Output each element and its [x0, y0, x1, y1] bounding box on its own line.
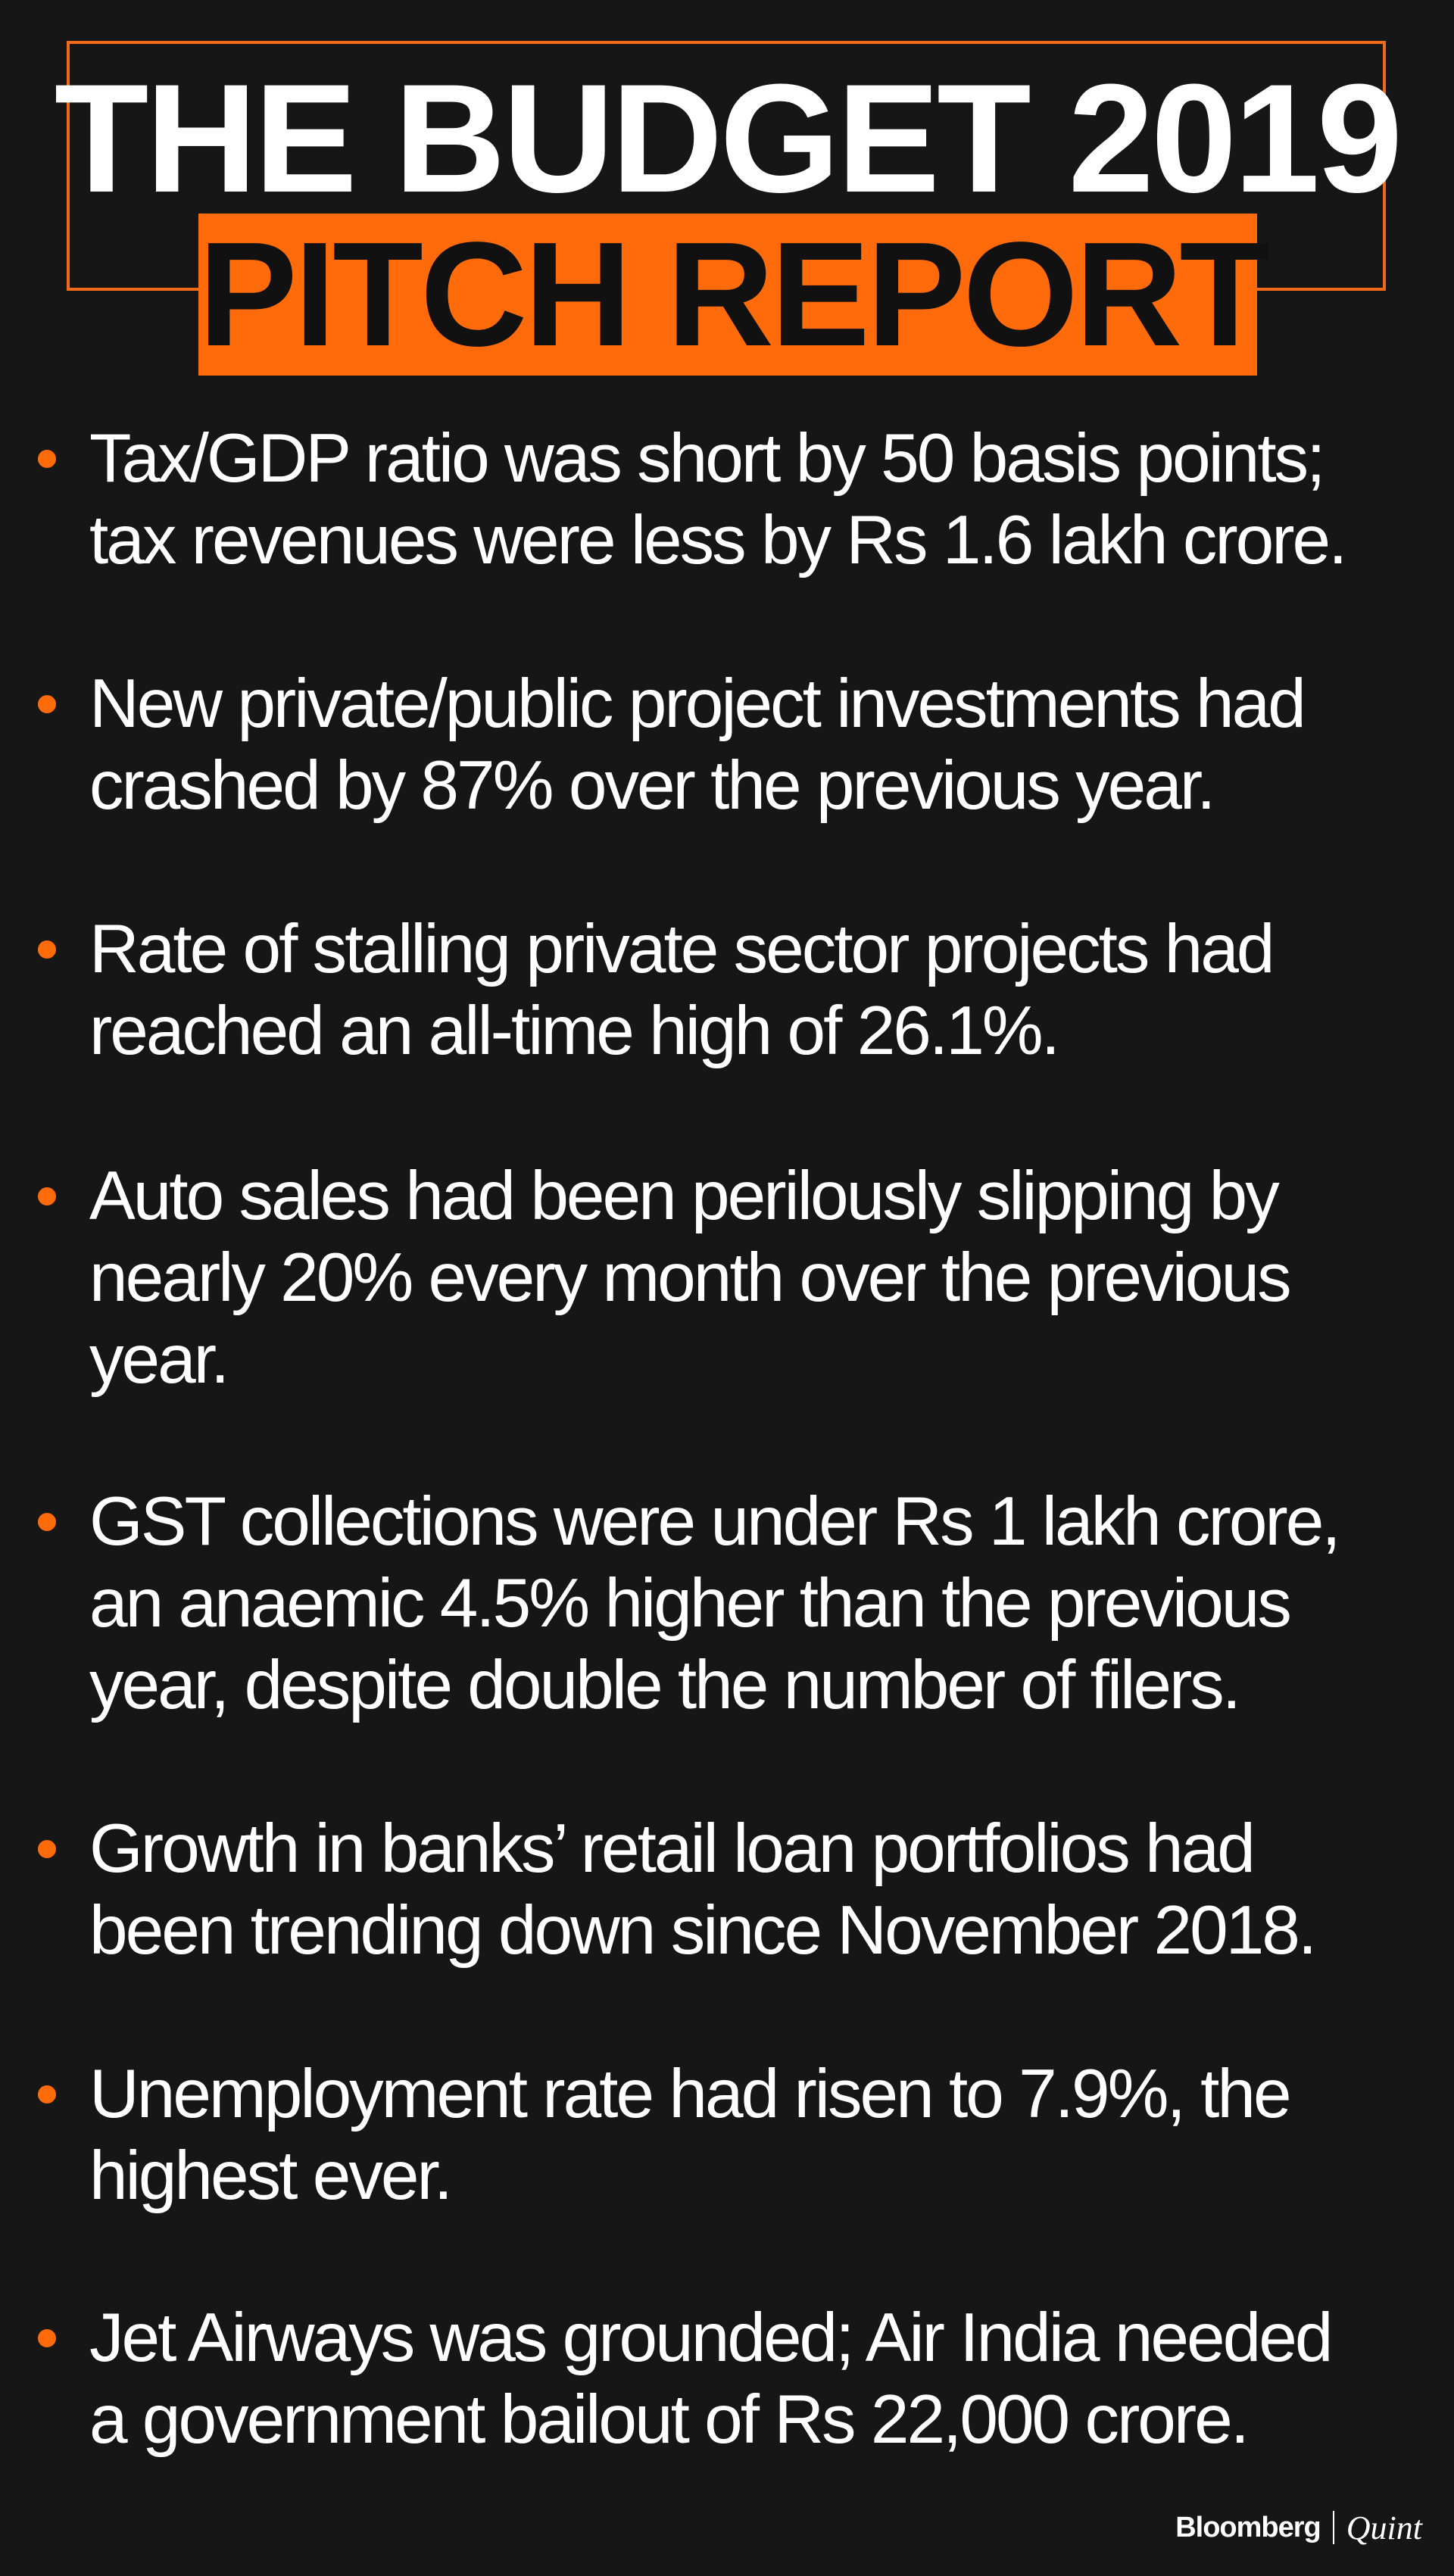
bullet-dot-icon [38, 1840, 56, 1858]
bullet-text: Rate of stalling private sector projects… [89, 911, 1275, 1069]
bullet-text: Jet Airways was grounded; Air India need… [89, 2300, 1333, 2458]
bullet-dot-icon [38, 2085, 56, 2104]
brand-name-part1: Bloomberg [1175, 2511, 1321, 2543]
bullet-dot-icon [38, 1513, 56, 1531]
bullet-text: GST collections were under Rs 1 lakh cro… [89, 1483, 1341, 1723]
brand-name-part2: Quint [1346, 2509, 1422, 2546]
bullet-text: Growth in banks’ retail loan portfolios … [89, 1810, 1317, 1969]
bullet-text: Unemployment rate had risen to 7.9%, the… [89, 2056, 1292, 2214]
bullet-dot-icon [38, 940, 56, 959]
title-highlight-band [198, 214, 1257, 376]
page-title: THE BUDGET 2019 [54, 52, 1403, 225]
bullet-text: Tax/GDP ratio was short by 50 basis poin… [89, 420, 1347, 579]
bullet-text: New private/public project investments h… [89, 666, 1306, 824]
bullet-dot-icon [38, 2329, 56, 2347]
bullet-dot-icon [38, 450, 56, 468]
brand-divider [1332, 2511, 1334, 2544]
bullet-text: Auto sales had been perilously slipping … [89, 1158, 1292, 1398]
brand-logo: Bloomberg Quint [1175, 2505, 1422, 2550]
bullet-dot-icon [38, 695, 56, 713]
bullet-dot-icon [38, 1187, 56, 1205]
page-subtitle: PITCH REPORT [198, 211, 1270, 377]
